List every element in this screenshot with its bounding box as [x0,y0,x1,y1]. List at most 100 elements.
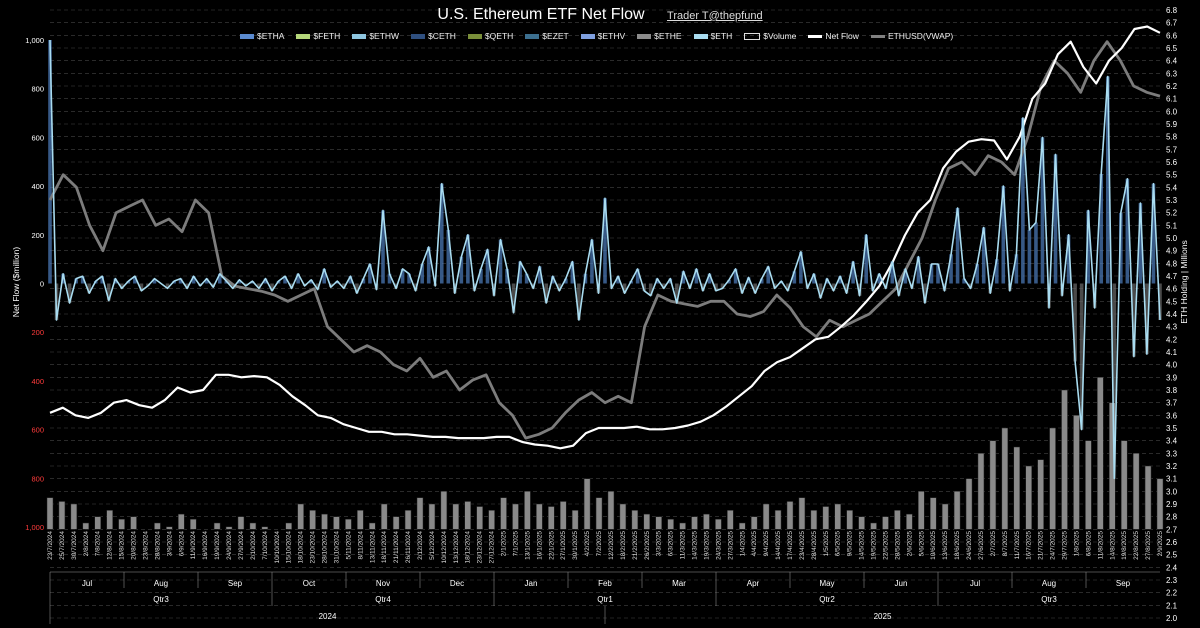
volume-bar [727,510,734,530]
right-tick-label: 3.9 [1166,373,1178,382]
flow-bar [263,278,268,284]
flow-bar [962,278,966,284]
volume-bar [882,516,889,530]
flow-bar [707,273,712,284]
flow-bar [165,283,170,289]
flow-bar [426,246,431,284]
volume-bar [762,503,770,530]
flow-bar [133,276,137,284]
flow-bar [799,251,803,284]
right-tick-label: 3.5 [1166,424,1178,433]
volume-bar [1132,453,1140,530]
volume-bar [559,501,567,530]
date-tick-label: 5/12/2024 [429,531,436,560]
left-tick-label: 600 [31,426,44,435]
quarter-label: Qtr1 [597,595,613,604]
legend-item: $ETHE [637,31,682,41]
flow-bar [661,283,666,289]
volume-bar [906,513,913,530]
flow-bar [1040,137,1045,284]
y2-axis-label: ETH Holding | Millions [1179,240,1189,323]
month-label: Nov [376,579,390,588]
legend-label: $ETH [710,31,733,41]
volume-bar [1144,465,1152,530]
flow-bar [897,283,901,296]
right-tick-label: 4.0 [1166,361,1178,370]
flow-bar [838,276,842,284]
flow-bar [518,261,522,284]
right-tick-label: 5.4 [1166,183,1178,192]
flow-bar [655,278,660,284]
date-tick-label: 19/3/2025 [703,531,710,560]
date-tick-label: 2/7/2025 [990,531,997,557]
right-tick-label: 6.3 [1166,69,1178,78]
date-tick-label: 14/3/2025 [692,531,699,560]
date-tick-label: 13/12/2024 [453,531,460,564]
volume-bar [786,501,794,530]
right-tick-label: 2.9 [1166,500,1178,509]
date-tick-label: 7/10/2024 [262,531,269,560]
volume-bar [989,440,997,530]
flow-bar [87,283,91,294]
legend-label: $ETHA [257,31,285,41]
volume-bar [297,503,304,530]
volume-bar [583,478,591,530]
left-tick-label: 800 [31,85,44,94]
date-tick-label: 11/9/2024 [190,531,197,560]
flow-bar [120,283,124,289]
volume-bar [571,510,579,530]
author-link[interactable]: Trader T@thepfund [667,10,763,22]
flow-bar [733,268,738,284]
flow-bar [387,273,392,284]
flow-bar [550,276,555,284]
date-tick-label: 14/4/2025 [775,531,782,560]
date-tick-label: 18/11/2024 [381,531,388,563]
flow-bar [368,264,372,284]
volume-bar [679,522,686,530]
flow-bar [439,183,444,284]
date-tick-label: 23/8/2024 [142,531,149,560]
volume-bar [715,518,722,530]
right-tick-label: 5.7 [1166,145,1178,154]
flow-bar [152,278,157,284]
legend-swatch [240,33,254,39]
volume-bar [1073,415,1080,530]
flow-bar [257,283,261,289]
legend: $ETHA $FETH $ETHW $CETH $QETH $EZET $ETHV $ETHE… [240,31,953,41]
date-tick-label: 22/5/2025 [882,531,889,560]
month-label: May [819,579,834,588]
flow-bar [557,283,562,291]
quarter-label: Qtr3 [1041,595,1057,604]
right-tick-label: 2.3 [1166,576,1178,585]
volume-bar [392,516,400,530]
left-axis-ticks: 1,000 800 600 400 200 0 200 400 600 800 1,000 [25,36,44,532]
flow-bar [48,40,52,284]
volume-bar [82,522,90,530]
date-tick-label: 24/7/2025 [1050,531,1057,560]
flow-bar [564,278,568,284]
flow-bar [766,266,771,284]
flow-bar [603,198,607,284]
volume-bar [416,497,424,530]
flow-bar [1053,154,1058,284]
flow-bar [936,264,940,284]
flow-bar [139,283,144,291]
flow-bar [590,239,594,284]
volume-bar [941,503,949,530]
date-tick-label: 1/5/2025 [823,531,830,557]
flow-bar [355,283,359,294]
date-tick-label: 6/9/2024 [178,531,185,557]
legend-item: ETHUSD(VWAP) [870,31,953,41]
volume-bar [607,491,615,530]
date-tick-label: 26/11/2024 [405,531,412,563]
flow-bar [544,283,549,303]
volume-bar [321,513,328,530]
legend-item: $EZET [525,31,569,41]
date-tick-label: 27/9/2024 [238,531,245,560]
flow-bar [818,283,823,299]
volume-bar [94,516,101,530]
volume-bar [106,510,113,530]
flow-bar [1014,254,1019,284]
flow-bar [1001,186,1006,284]
date-tick-label: 17/4/2025 [787,531,794,560]
